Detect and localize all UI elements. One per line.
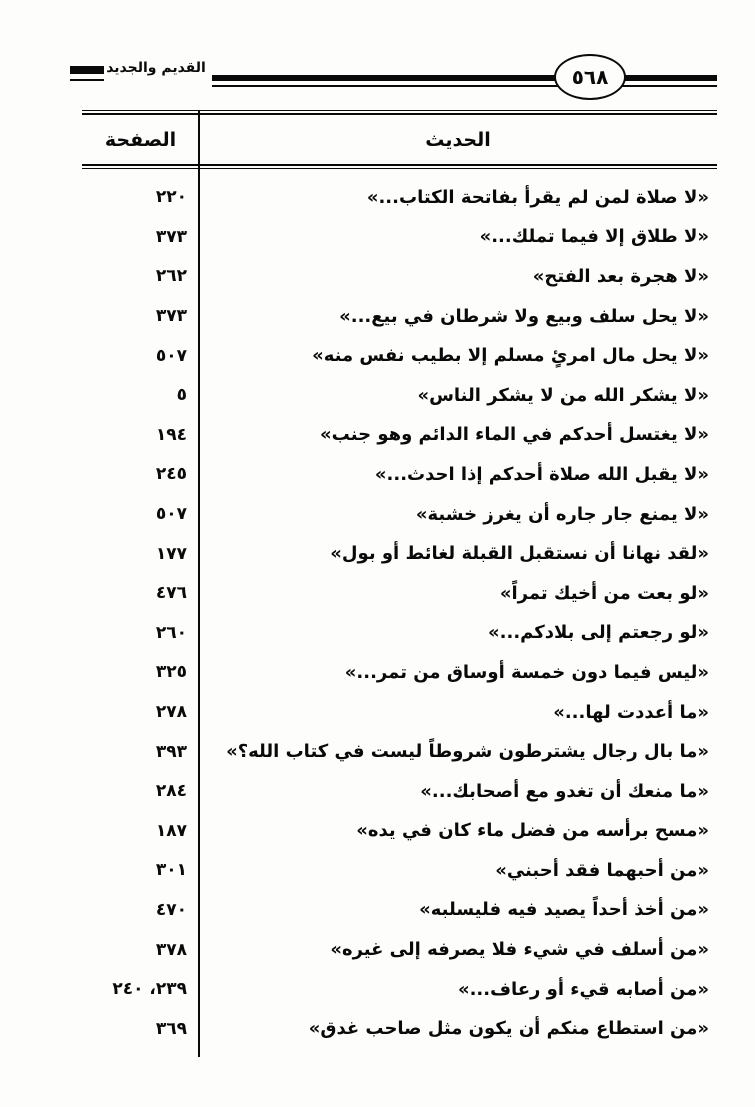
table-header-rule xyxy=(82,164,717,169)
hadith-text: «من أحبهما فقد أحبني» xyxy=(495,859,709,881)
column-header-page: الصفحة xyxy=(104,128,177,151)
page-number-cell: ٣٦٩ xyxy=(155,1018,187,1039)
hadith-text: «من أسلف في شيء فلا يصرفه إلى غيره» xyxy=(330,939,709,961)
table-top-rule xyxy=(82,110,717,115)
page-number-cell: ١٧٧ xyxy=(155,543,187,564)
table-row: «لا يغتسل أحدكم في الماء الدائم وهو جنب»… xyxy=(82,416,717,456)
hadith-text: «لو بعت من أخيك تمراً» xyxy=(499,582,709,604)
hadith-text: «لا يحل سلف وبيع ولا شرطان في بيع...» xyxy=(339,305,709,327)
table-row: «ما أعددت لها...» ٢٧٨ xyxy=(82,693,717,733)
page-number-cell: ٢٣٩، ٢٤٠ xyxy=(112,979,187,1000)
page-number-cell: ٥٠٧ xyxy=(155,345,187,366)
hadith-text: «لا يغتسل أحدكم في الماء الدائم وهو جنب» xyxy=(320,424,709,446)
hadith-text: «لا يمنع جار جاره أن يغرز خشبة» xyxy=(415,503,709,525)
table-row: «من أخذ أحداً يصيد فيه فليسلبه» ٤٧٠ xyxy=(82,891,717,931)
hadith-text: «من أصابه قيء أو رعاف...» xyxy=(457,978,709,1000)
table-row: «لا يحل مال امرئٍ مسلم إلا بطيب نفس منه»… xyxy=(82,336,717,376)
table-row: «من استطاع منكم أن يكون مثل صاحب غدق» ٣٦… xyxy=(82,1009,717,1049)
table-row: «لا طلاق إلا فيما تملك...» ٣٧٣ xyxy=(82,218,717,258)
page-number-cell: ٢٤٥ xyxy=(155,464,187,485)
page-number-cell: ٥ xyxy=(176,385,187,406)
hadith-text: «ما بال رجال يشترطون شروطاً ليست في كتاب… xyxy=(226,741,709,763)
hadith-text: «من أخذ أحداً يصيد فيه فليسلبه» xyxy=(419,899,709,921)
hadith-text: «لا يحل مال امرئٍ مسلم إلا بطيب نفس منه» xyxy=(312,345,709,367)
table-row: «من أسلف في شيء فلا يصرفه إلى غيره» ٣٧٨ xyxy=(82,930,717,970)
page-header: القديم والجديد ٥٦٨ xyxy=(0,0,755,108)
page-number-cell: ٢٦٠ xyxy=(155,622,187,643)
hadith-text: «من استطاع منكم أن يكون مثل صاحب غدق» xyxy=(308,1018,709,1040)
page-number-cell: ٣٩٣ xyxy=(155,741,187,762)
table-rows: «لا صلاة لمن لم يقرأ بفاتحة الكتاب...» ٢… xyxy=(82,169,717,1049)
page-number-oval: ٥٦٨ xyxy=(554,54,626,100)
page-number-cell: ٣٧٨ xyxy=(155,939,187,960)
hadith-text: «لا طلاق إلا فيما تملك...» xyxy=(479,226,709,248)
hadith-index-table: الحديث الصفحة «لا صلاة لمن لم يقرأ بفاتح… xyxy=(82,110,717,1057)
page-number-cell: ٣٠١ xyxy=(155,860,187,881)
hadith-text: «لا يقبل الله صلاة أحدكم إذا احدث...» xyxy=(374,463,709,485)
table-row: «لا يحل سلف وبيع ولا شرطان في بيع...» ٣٧… xyxy=(82,297,717,337)
table-row: «لا يشكر الله من لا يشكر الناس» ٥ xyxy=(82,376,717,416)
page-number-cell: ٢٦٢ xyxy=(155,266,187,287)
header-rule-left xyxy=(70,66,104,81)
page-number-cell: ٣٧٣ xyxy=(155,226,187,247)
table-row: «من أصابه قيء أو رعاف...» ٢٣٩، ٢٤٠ xyxy=(82,970,717,1010)
page-number: ٥٦٨ xyxy=(571,65,609,89)
hadith-text: «ما منعك أن تغدو مع أصحابك...» xyxy=(420,780,709,802)
table-row: «لا يمنع جار جاره أن يغرز خشبة» ٥٠٧ xyxy=(82,495,717,535)
column-header-hadith: الحديث xyxy=(425,128,491,151)
table-row: «لا يقبل الله صلاة أحدكم إذا احدث...» ٢٤… xyxy=(82,455,717,495)
hadith-text: «ما أعددت لها...» xyxy=(553,701,709,723)
page-number-cell: ٤٧٦ xyxy=(155,583,187,604)
page-number-cell: ١٨٧ xyxy=(155,820,187,841)
table-row: «لو رجعتم إلى بلادكم...» ٢٦٠ xyxy=(82,614,717,654)
hadith-text: «ليس فيما دون خمسة أوساق من تمر...» xyxy=(344,661,709,683)
page-number-cell: ٣٧٣ xyxy=(155,306,187,327)
page-number-cell: ٤٧٠ xyxy=(155,899,187,920)
column-divider xyxy=(198,110,200,1057)
page-number-cell: ٢٧٨ xyxy=(155,702,187,723)
header-rule-main xyxy=(212,75,717,87)
table-header-row: الحديث الصفحة xyxy=(82,115,717,164)
page-number-cell: ٢٨٤ xyxy=(155,781,187,802)
table-row: «ليس فيما دون خمسة أوساق من تمر...» ٣٢٥ xyxy=(82,653,717,693)
book-title: القديم والجديد xyxy=(106,60,206,76)
hadith-text: «لا صلاة لمن لم يقرأ بفاتحة الكتاب...» xyxy=(366,186,709,208)
page-number-cell: ٢٢٠ xyxy=(155,187,187,208)
hadith-text: «لقد نهانا أن نستقبل القبلة لغائط أو بول… xyxy=(330,543,709,565)
table-row: «ما بال رجال يشترطون شروطاً ليست في كتاب… xyxy=(82,732,717,772)
table-row: «ما منعك أن تغدو مع أصحابك...» ٢٨٤ xyxy=(82,772,717,812)
table-row: «من أحبهما فقد أحبني» ٣٠١ xyxy=(82,851,717,891)
hadith-text: «مسح برأسه من فضل ماء كان في يده» xyxy=(356,820,709,842)
hadith-text: «لا يشكر الله من لا يشكر الناس» xyxy=(417,384,709,406)
page-number-cell: ٥٠٧ xyxy=(155,504,187,525)
table-row: «مسح برأسه من فضل ماء كان في يده» ١٨٧ xyxy=(82,812,717,852)
table-row: «لا هجرة بعد الفتح» ٢٦٢ xyxy=(82,257,717,297)
hadith-text: «لو رجعتم إلى بلادكم...» xyxy=(488,622,709,644)
table-row: «لا صلاة لمن لم يقرأ بفاتحة الكتاب...» ٢… xyxy=(82,178,717,218)
page-number-cell: ٣٢٥ xyxy=(155,662,187,683)
page-number-cell: ١٩٤ xyxy=(155,424,187,445)
table-row: «لو بعت من أخيك تمراً» ٤٧٦ xyxy=(82,574,717,614)
table-row: «لقد نهانا أن نستقبل القبلة لغائط أو بول… xyxy=(82,534,717,574)
hadith-text: «لا هجرة بعد الفتح» xyxy=(532,265,709,287)
